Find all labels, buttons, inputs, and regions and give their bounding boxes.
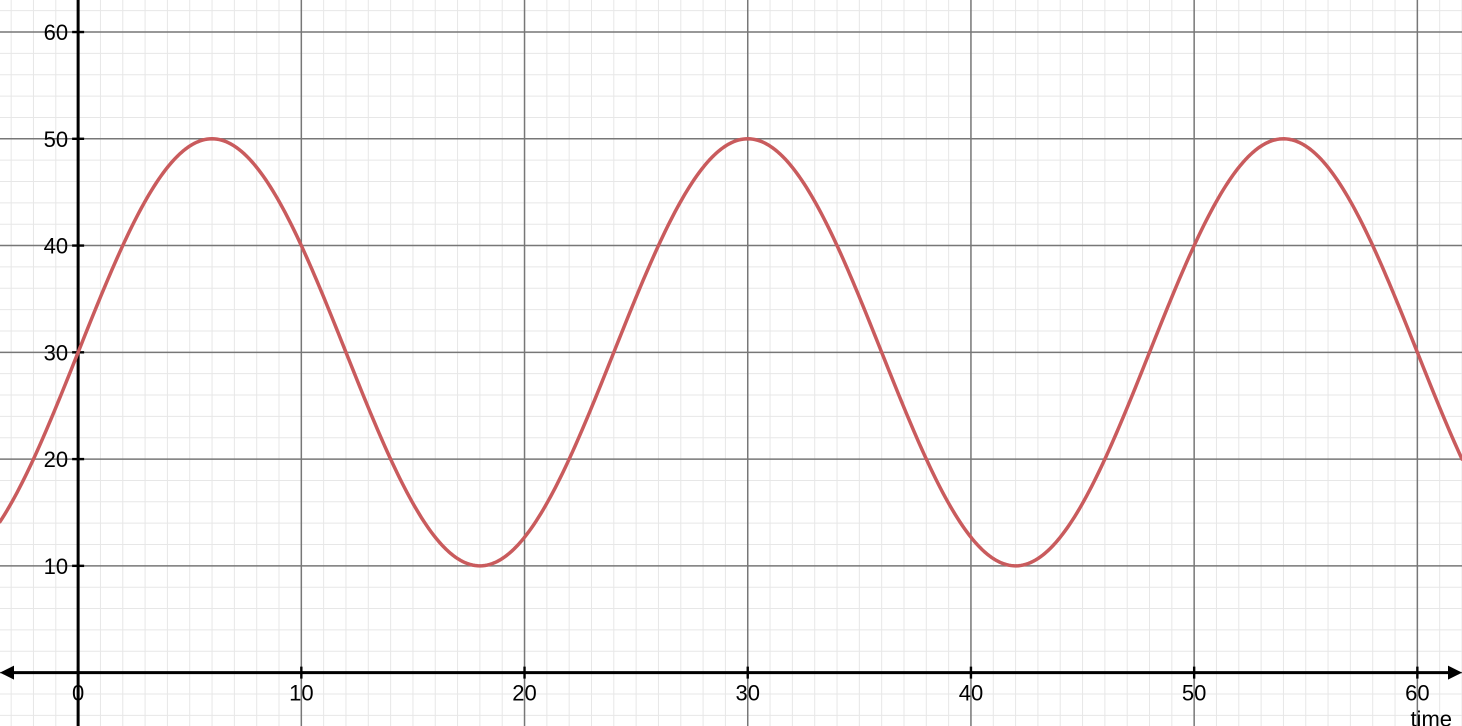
y-tick-label: 30 bbox=[44, 340, 68, 365]
x-tick-label: 40 bbox=[959, 681, 983, 706]
x-tick-label: 30 bbox=[735, 681, 759, 706]
x-axis-label: time bbox=[1410, 707, 1452, 726]
y-tick-label: 20 bbox=[44, 447, 68, 472]
x-tick-label: 60 bbox=[1405, 681, 1429, 706]
y-tick-label: 60 bbox=[44, 20, 68, 45]
y-tick-label: 40 bbox=[44, 234, 68, 259]
x-tick-label: 20 bbox=[512, 681, 536, 706]
x-tick-label: 10 bbox=[289, 681, 313, 706]
chart-container: 0102030405060102030405060time bbox=[0, 0, 1462, 726]
x-tick-label: 0 bbox=[72, 681, 84, 706]
x-tick-label: 50 bbox=[1182, 681, 1206, 706]
y-tick-label: 50 bbox=[44, 127, 68, 152]
sine-chart: 0102030405060102030405060time bbox=[0, 0, 1462, 726]
y-tick-label: 10 bbox=[44, 554, 68, 579]
